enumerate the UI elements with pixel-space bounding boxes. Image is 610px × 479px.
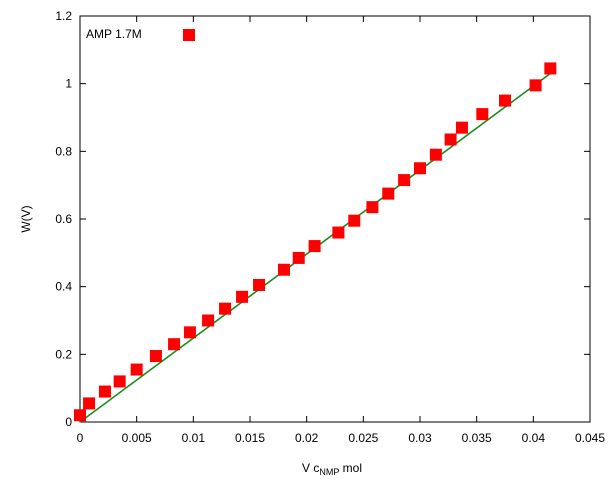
data-point	[83, 397, 96, 410]
legend: AMP 1.7M	[86, 27, 195, 41]
data-point	[348, 214, 361, 227]
x-axis: 0 0.005 0.01 0.015 0.02 0.025 0.03 0.035 0.04 0.0…	[77, 16, 605, 445]
data-point	[429, 148, 442, 161]
y-axis: 0 0.2 0.4 0.6 0.8 1 1.2	[55, 9, 590, 429]
data-point	[183, 326, 196, 339]
data-point	[113, 375, 126, 388]
data-point	[292, 251, 305, 264]
data-point	[219, 302, 232, 315]
x-axis-label-unit: mol	[339, 461, 362, 475]
y-tick-label: 1.2	[55, 9, 72, 23]
data-point	[529, 79, 542, 92]
data-point	[544, 62, 557, 75]
data-point	[476, 108, 489, 121]
data-point	[398, 174, 411, 187]
x-axis-label-main: V c	[302, 461, 319, 475]
x-tick-label: 0.005	[122, 431, 152, 445]
data-point	[168, 338, 181, 351]
x-tick-label: 0.04	[522, 431, 546, 445]
x-tick-label: 0.03	[408, 431, 432, 445]
x-tick-label: 0.02	[295, 431, 319, 445]
data-point	[366, 201, 379, 214]
y-tick-label: 1	[65, 77, 72, 91]
data-point	[455, 121, 468, 134]
x-tick-label: 0.015	[235, 431, 265, 445]
y-tick-label: 0.8	[55, 144, 72, 158]
x-tick-label: 0.035	[462, 431, 492, 445]
data-point	[278, 263, 290, 276]
x-tick-label: 0.025	[348, 431, 378, 445]
y-tick-label: 0.2	[55, 347, 72, 361]
legend-marker	[183, 29, 195, 41]
data-point	[74, 409, 86, 422]
y-tick-label: 0	[65, 415, 72, 429]
data-point	[149, 350, 162, 363]
y-tick-label: 0.4	[55, 280, 72, 294]
series-layer	[74, 62, 557, 423]
legend-label: AMP 1.7M	[86, 27, 142, 41]
x-axis-label: V cNMP mol	[302, 461, 362, 477]
data-point	[499, 94, 511, 107]
data-point	[202, 314, 215, 327]
data-point	[332, 226, 345, 239]
data-point	[308, 240, 321, 253]
y-tick-label: 0.6	[55, 212, 72, 226]
y-axis-label: W(V)	[19, 205, 33, 232]
data-point	[253, 278, 266, 291]
data-point	[130, 363, 143, 376]
data-point	[444, 133, 457, 146]
x-tick-label: 0	[77, 431, 84, 445]
data-point	[382, 187, 395, 200]
data-point	[236, 290, 249, 303]
x-tick-label: 0.045	[575, 431, 605, 445]
data-point	[414, 162, 426, 175]
x-axis-label-sub: NMP	[319, 467, 339, 477]
data-point	[98, 385, 111, 398]
x-tick-label: 0.01	[182, 431, 206, 445]
